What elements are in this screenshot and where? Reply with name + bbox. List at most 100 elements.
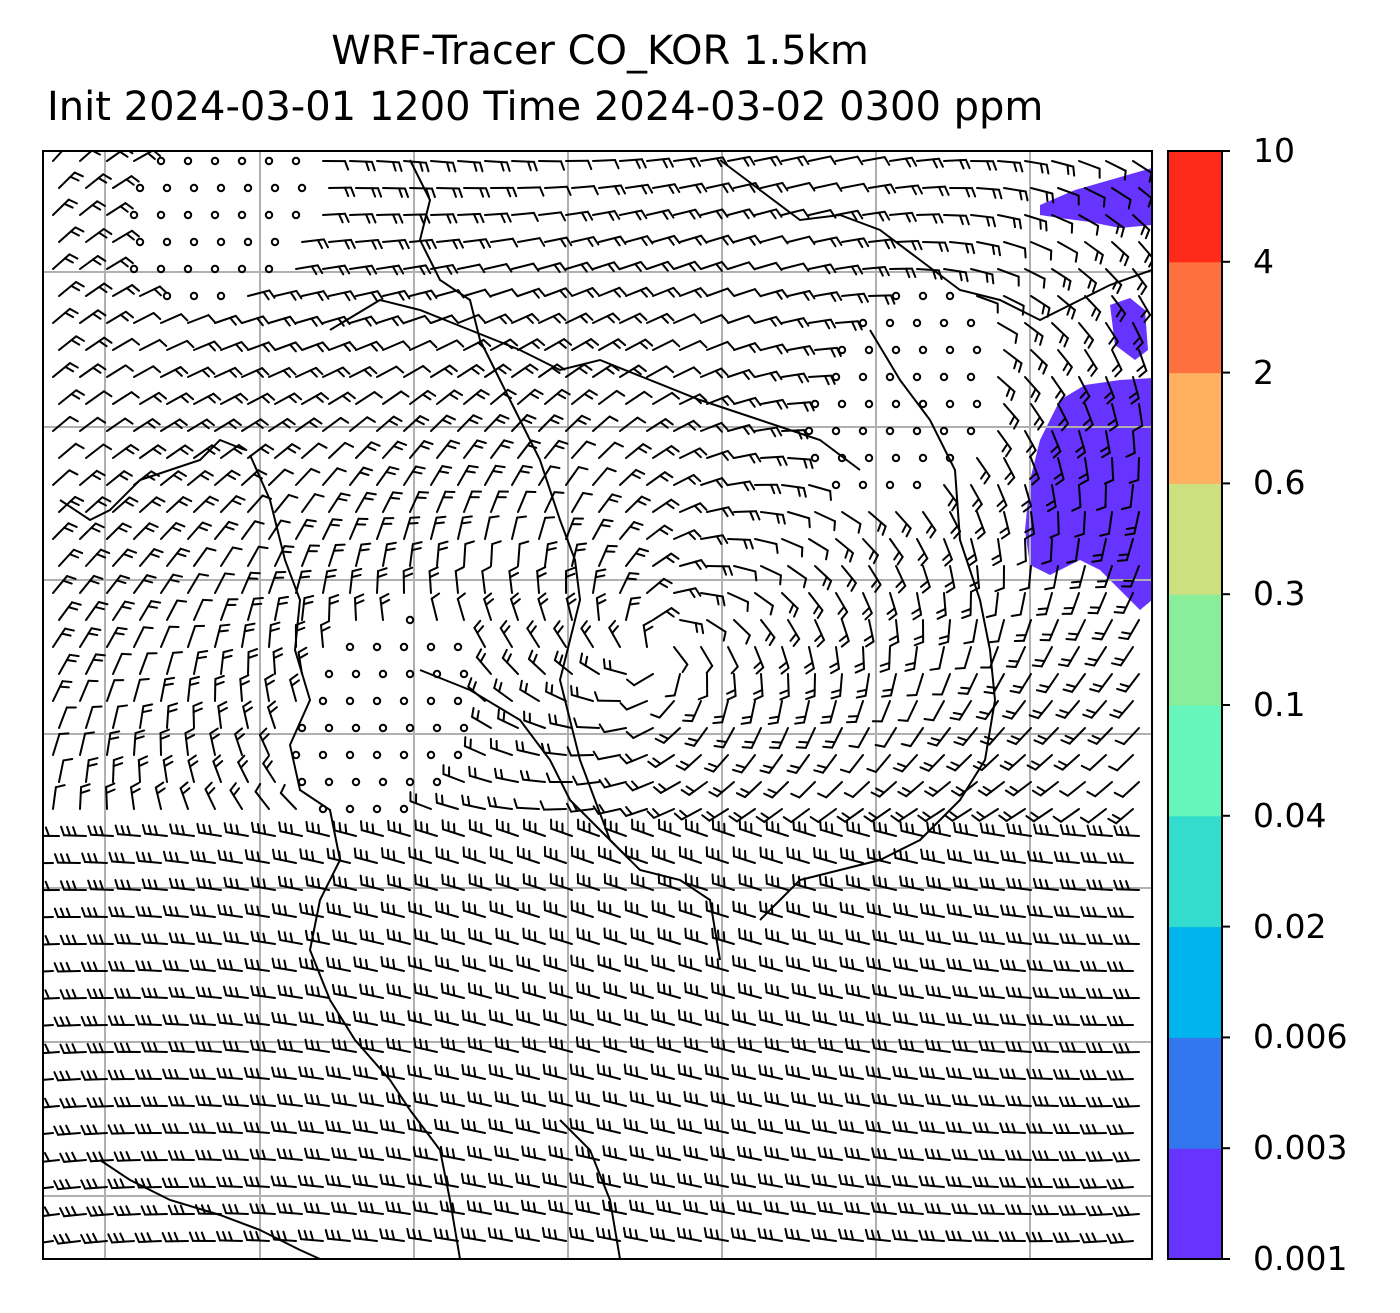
wind-barb <box>279 783 297 810</box>
wind-barb <box>517 388 544 405</box>
wind-barb <box>754 483 782 495</box>
wind-barb <box>268 315 297 327</box>
wind-barb <box>870 781 897 798</box>
colorbar-segment <box>1168 815 1222 928</box>
wind-barb <box>841 511 862 534</box>
wind-barb <box>841 565 857 592</box>
wind-barb <box>782 808 810 824</box>
wind-barb <box>484 515 500 540</box>
wind-barb <box>409 339 438 351</box>
wind-barb <box>952 876 978 891</box>
wind-barb <box>112 444 140 459</box>
wind-barb <box>1132 214 1151 240</box>
calm-wind-marker <box>243 237 253 247</box>
wind-barb <box>625 443 652 459</box>
wind-barb <box>322 315 351 327</box>
wind-barb <box>792 874 816 891</box>
wind-barb <box>679 234 708 246</box>
wind-barb <box>274 289 303 301</box>
wind-barb <box>247 494 273 513</box>
wind-barb <box>1124 511 1140 536</box>
wind-barb <box>943 484 959 512</box>
wind-barb <box>549 927 573 945</box>
wind-barb <box>619 158 647 169</box>
wind-barb <box>565 261 594 273</box>
wind-barb <box>565 414 592 432</box>
wind-barb <box>277 984 303 999</box>
wind-barb <box>1005 931 1032 945</box>
wind-barb <box>602 658 627 675</box>
wind-barb <box>52 784 66 810</box>
wind-barb <box>1024 214 1048 232</box>
wind-barb <box>1053 851 1080 864</box>
wind-barb <box>187 624 206 648</box>
wind-barb <box>53 853 81 864</box>
wind-barb <box>239 674 250 702</box>
wind-barb <box>328 238 356 250</box>
wind-barb <box>187 366 216 378</box>
wind-barb <box>1138 295 1152 324</box>
wind-barb <box>700 646 714 674</box>
calm-wind-marker <box>324 669 334 679</box>
wind-barb <box>58 281 85 297</box>
wind-barb <box>949 187 977 198</box>
wind-barb <box>355 391 383 405</box>
wind-barb <box>162 905 189 918</box>
wind-barb <box>511 363 539 378</box>
wind-barb <box>678 954 702 972</box>
wind-barb <box>241 418 269 432</box>
wind-barb <box>430 160 457 173</box>
wind-barb <box>580 620 594 648</box>
wind-barb <box>517 540 530 567</box>
wind-barb <box>975 700 999 721</box>
wind-barb <box>684 982 708 999</box>
wind-barb <box>43 989 60 1000</box>
wind-barb <box>946 903 972 918</box>
wind-barb <box>706 340 735 351</box>
wind-barb <box>712 700 729 725</box>
calm-wind-marker <box>270 237 280 247</box>
wind-barb <box>250 876 276 891</box>
wind-barb <box>916 213 944 224</box>
wind-barb <box>511 464 533 486</box>
wind-barb <box>468 873 492 891</box>
wind-barb <box>271 903 297 918</box>
wind-barb <box>166 496 193 513</box>
wind-barb <box>754 370 783 382</box>
wind-barb <box>808 209 837 219</box>
wind-barb <box>162 754 174 783</box>
wind-barb <box>1057 646 1080 667</box>
wind-barb <box>517 287 546 299</box>
wind-barb <box>814 511 836 532</box>
wind-barb <box>511 515 528 540</box>
colorbar-segment <box>1168 372 1222 484</box>
wind-barb <box>332 820 357 837</box>
wind-barb <box>85 282 113 297</box>
wind-barb <box>241 571 261 594</box>
wind-barb <box>59 880 87 891</box>
wind-barb <box>706 565 734 576</box>
wind-barb <box>592 415 619 432</box>
wind-barb <box>79 200 106 216</box>
wind-barb <box>1051 322 1069 348</box>
wind-barb <box>490 490 510 513</box>
wind-barb <box>517 237 546 247</box>
wind-barb <box>403 365 432 378</box>
wind-barb <box>457 160 484 173</box>
wind-barb <box>619 521 644 540</box>
wind-barb <box>490 439 514 459</box>
wind-barb <box>1051 268 1072 291</box>
calm-wind-marker <box>183 156 193 166</box>
wind-barb <box>403 516 421 540</box>
wind-barb <box>841 237 870 249</box>
wind-barb <box>570 845 594 864</box>
wind-barb <box>79 469 106 486</box>
wind-barb <box>490 237 519 248</box>
wind-barb <box>727 592 750 613</box>
wind-barb <box>376 517 395 540</box>
wind-barb <box>631 818 654 837</box>
calm-wind-marker <box>324 777 334 787</box>
wind-barb <box>1128 457 1140 484</box>
wind-barb <box>294 620 306 648</box>
wind-barb <box>137 755 149 783</box>
